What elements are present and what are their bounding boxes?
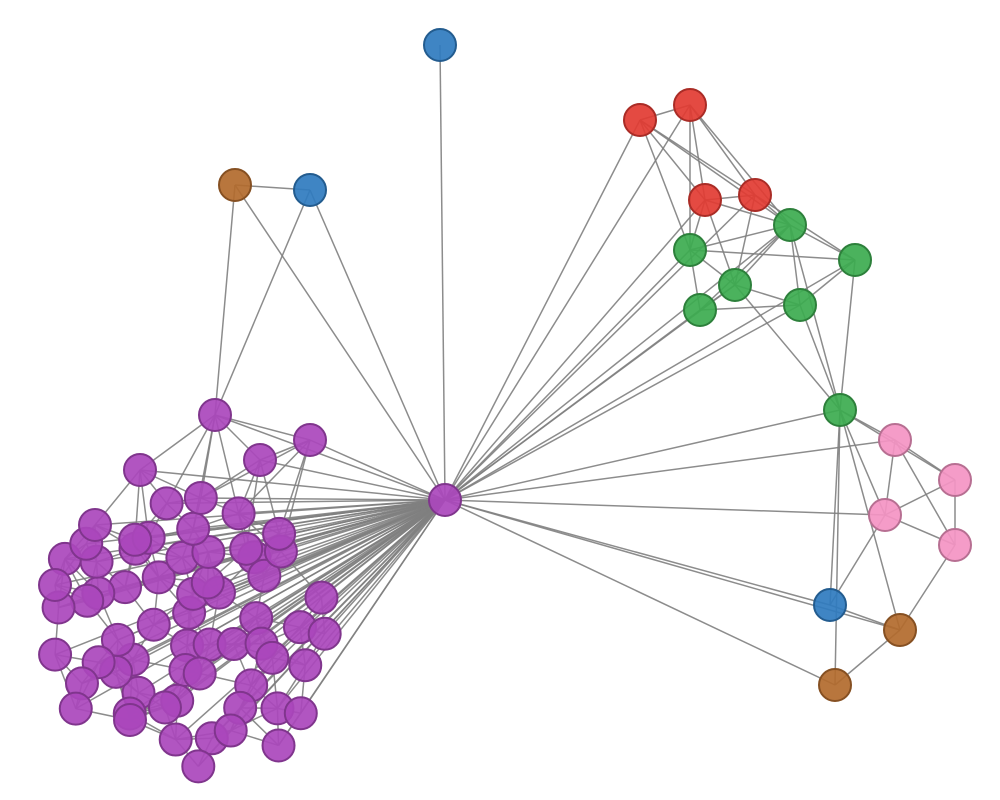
edge <box>215 190 310 415</box>
node <box>305 582 337 614</box>
nodes-layer <box>39 29 971 782</box>
node <box>814 589 846 621</box>
edge <box>310 190 445 500</box>
node <box>185 482 217 514</box>
node <box>674 234 706 266</box>
node <box>939 529 971 561</box>
node <box>71 585 103 617</box>
node <box>774 209 806 241</box>
node <box>824 394 856 426</box>
node <box>39 639 71 671</box>
edge <box>445 225 790 500</box>
node <box>689 184 721 216</box>
node <box>149 691 181 723</box>
edge <box>440 45 445 500</box>
node <box>114 704 146 736</box>
node <box>839 244 871 276</box>
node <box>223 497 255 529</box>
node <box>263 518 295 550</box>
node <box>60 693 92 725</box>
node <box>884 614 916 646</box>
network-graph <box>0 0 1000 800</box>
node <box>199 399 231 431</box>
node <box>177 513 209 545</box>
edge <box>640 120 690 250</box>
node <box>879 424 911 456</box>
node <box>624 104 656 136</box>
node <box>138 609 170 641</box>
node <box>819 669 851 701</box>
node <box>285 697 317 729</box>
node <box>294 424 326 456</box>
edge <box>445 195 755 500</box>
node <box>424 29 456 61</box>
node <box>151 487 183 519</box>
node <box>294 174 326 206</box>
node <box>429 484 461 516</box>
edge <box>445 500 835 685</box>
node <box>219 169 251 201</box>
edge <box>215 185 235 415</box>
node <box>784 289 816 321</box>
edge <box>445 500 885 515</box>
node <box>124 454 156 486</box>
edge <box>445 305 800 500</box>
node <box>182 750 214 782</box>
node <box>184 658 216 690</box>
node <box>869 499 901 531</box>
node <box>289 649 321 681</box>
node <box>39 569 71 601</box>
node <box>119 524 151 556</box>
node <box>674 89 706 121</box>
edge <box>840 410 885 515</box>
node <box>244 444 276 476</box>
edge <box>840 260 855 410</box>
node <box>739 179 771 211</box>
node <box>215 715 247 747</box>
edge <box>445 105 690 500</box>
node <box>263 729 295 761</box>
node <box>160 724 192 756</box>
edge <box>445 250 690 500</box>
node <box>939 464 971 496</box>
node <box>719 269 751 301</box>
node <box>256 642 288 674</box>
node <box>230 533 262 565</box>
node <box>309 618 341 650</box>
node <box>684 294 716 326</box>
node <box>192 567 224 599</box>
edge <box>445 200 705 500</box>
node <box>79 509 111 541</box>
edge <box>690 250 855 260</box>
